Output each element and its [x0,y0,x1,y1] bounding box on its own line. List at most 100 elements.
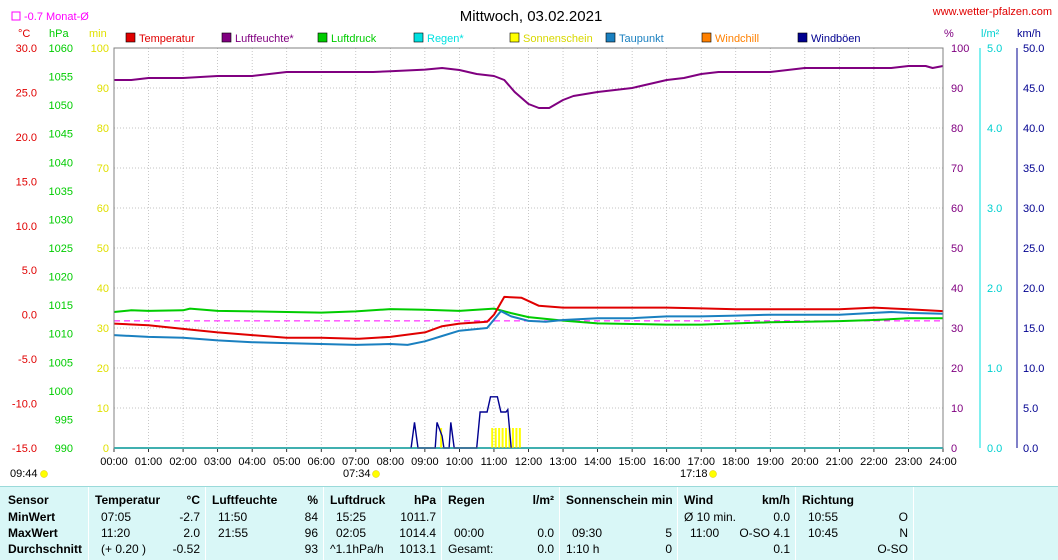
stats-col-pressure: Luftdruck hPa 15:25 1011.7 02:05 1014.4 … [323,487,442,560]
x-tick-label: 03:00 [204,456,232,468]
y-tick-label-temperature: -15.0 [12,443,37,455]
legend-label: Taupunkt [619,33,664,45]
y-tick-label-wind: 0.0 [1023,443,1038,455]
x-tick-label: 23:00 [895,456,923,468]
y-tick-label-humidity: 0 [951,443,957,455]
sun-unit-label: min [89,28,107,40]
y-tick-label-wind: 50.0 [1023,43,1044,55]
series-temperatur [113,295,944,340]
x-tick-label: 04:00 [238,456,266,468]
stats-cell: 21:55 [218,526,249,540]
y-tick-label-rain: 0.0 [987,443,1002,455]
y-tick-label-sunshine: 50 [97,243,109,255]
y-tick-label-humidity: 90 [951,83,963,95]
y-tick-label-sunshine: 90 [97,83,109,95]
stats-cell: 93 [304,542,318,556]
stats-cell: 0 [665,542,672,556]
stats-cell: 1014.4 [399,526,436,540]
legend-label: Sonnenschein [523,33,593,45]
daylight-label: 09:44 [10,468,38,480]
y-tick-label-humidity: 50 [951,243,963,255]
stats-cell: O [898,510,908,524]
y-tick-label-rain: 1.0 [987,363,1002,375]
y-tick-label-sunshine: 10 [97,403,109,415]
x-tick-label: 19:00 [757,456,785,468]
y-tick-label-wind: 25.0 [1023,243,1044,255]
y-tick-label-pressure: 1005 [49,357,73,369]
sunshine-bar [515,428,518,448]
stats-cell: Gesamt: [448,542,494,556]
y-tick-label-sunshine: 40 [97,283,109,295]
stats-header-direction: Richtung [802,493,854,507]
legend-swatch [221,32,232,43]
stats-cell: 11:00 [690,526,720,540]
stats-cell: 1011.7 [400,510,436,524]
sunshine-bar [491,428,494,448]
legend-swatch [317,32,328,43]
y-tick-label-pressure: 1060 [49,43,73,55]
x-tick-label: 20:00 [791,456,819,468]
stats-cell: 02:05 [336,526,367,540]
y-tick-label-pressure: 1020 [49,272,73,284]
stats-header-sensor: Sensor [8,493,49,507]
y-tick-label-temperature: 20.0 [16,132,37,144]
legend-label: Windchill [715,33,759,45]
stats-cell: Ø 10 min. [684,510,737,524]
y-tick-label-pressure: 1055 [49,72,73,84]
sunset-label: 17:18 [680,468,708,480]
x-tick-label: 00:00 [100,456,128,468]
stats-cell: 0.0 [537,526,554,540]
y-tick-label-wind: 10.0 [1023,363,1044,375]
y-tick-label-sunshine: 20 [97,363,109,375]
y-tick-label-wind: 20.0 [1023,283,1044,295]
y-tick-label-humidity: 10 [951,403,963,415]
stats-col-rain: Regen l/m² 00:00 0.0 Gesamt: 0.0 [441,487,560,560]
y-tick-label-pressure: 995 [55,414,73,426]
y-tick-label-pressure: 1045 [49,129,73,141]
sunshine-bar [498,428,501,448]
legend-swatch [797,32,808,43]
pressure-unit-label: hPa [49,28,69,40]
y-tick-label-humidity: 80 [951,123,963,135]
stats-header-pressure: Luftdruck [330,493,386,507]
y-tick-label-humidity: 60 [951,203,963,215]
legend-swatch [605,32,616,43]
stats-table: Sensor MinWert MaxWert Durchschnitt Temp… [0,486,1058,560]
stats-cell: -0.52 [172,542,200,556]
grid [114,47,943,449]
x-tick-label: 07:00 [342,456,370,468]
legend-label: Windböen [811,33,861,45]
stats-header-temperature: Temperatur [95,493,161,507]
y-tick-label-temperature: 5.0 [22,265,37,277]
sunrise-icon [372,470,380,478]
y-tick-label-wind: 5.0 [1023,403,1038,415]
y-tick-label-pressure: 990 [55,443,73,455]
stats-cell: N [899,526,908,540]
y-tick-label-sunshine: 100 [91,43,109,55]
y-tick-label-sunshine: 70 [97,163,109,175]
rain-unit-label: l/m² [981,28,1000,40]
y-tick-label-humidity: 70 [951,163,963,175]
y-tick-label-rain: 5.0 [987,43,1002,55]
sunshine-bar [501,428,504,448]
stats-header-wind-unit: km/h [761,493,790,507]
x-tick-label: 02:00 [169,456,197,468]
stats-col-empty [913,487,1058,560]
stats-cell: 5 [665,526,672,540]
stats-col-temperature: Temperatur °C 07:05 -2.7 11:20 2.0 (+ 0.… [88,487,206,560]
stats-cell: 1013.1 [399,542,436,556]
stats-cell: 10:45 [808,526,839,540]
y-tick-label-temperature: 10.0 [16,221,37,233]
legend-label: Luftdruck [331,33,377,45]
stats-col-direction: Richtung 10:55 O 10:45 N O-SO [795,487,914,560]
sunrise-label: 07:34 [343,468,371,480]
sunshine-bar [494,428,497,448]
legend-swatch [701,32,712,43]
y-tick-label-rain: 4.0 [987,123,1002,135]
y-tick-label-temperature: -10.0 [12,399,37,411]
monthly-avg-marker [11,11,21,21]
y-tick-label-pressure: 1000 [49,386,73,398]
weather-chart: Mittwoch, 03.02.2021 www.wetter-pfalzen.… [10,6,1052,480]
stats-row-label: Durchschnitt [8,542,83,556]
y-tick-label-pressure: 1015 [49,300,73,312]
